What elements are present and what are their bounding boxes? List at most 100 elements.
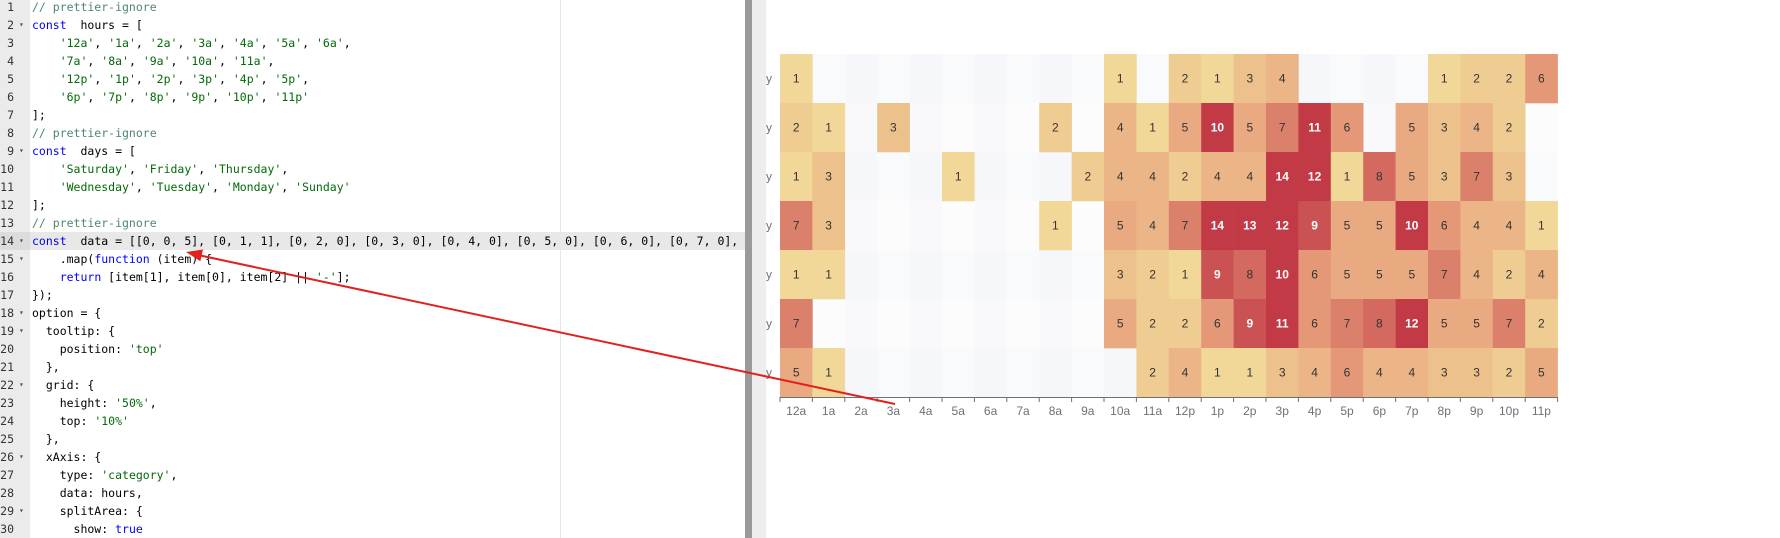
heatmap-cell[interactable] (1330, 250, 1364, 300)
heatmap-cell[interactable] (1233, 152, 1267, 202)
heatmap-chart[interactable]: 1 1 2 1 3 4 1 2 2 62 1 3 2 4 1 5 10 5 7 11 6 5 3 4 21 3 1 2 4 4 2 4 4 14 1… (766, 0, 1780, 538)
heatmap-cell[interactable] (942, 152, 975, 202)
heatmap-cell[interactable] (1201, 250, 1234, 300)
code-line[interactable]: 25 }, (0, 430, 745, 448)
code-editor[interactable]: 1// prettier-ignore 2 ▾ const hours = [3 '1… (0, 0, 745, 538)
code-line[interactable]: 19 ▾ tooltip: { (0, 322, 745, 340)
code-line[interactable]: 11 'Wednesday', 'Tuesday', 'Monday', 'Su… (0, 178, 745, 196)
heatmap-cell[interactable] (877, 103, 910, 153)
heatmap-cell[interactable] (1233, 201, 1267, 251)
heatmap-cell[interactable] (1363, 152, 1396, 202)
heatmap-cell[interactable] (1104, 103, 1137, 153)
code-line[interactable]: 23 height: '50%', (0, 394, 745, 412)
heatmap-cell[interactable] (1168, 201, 1202, 251)
code-line[interactable]: 26 ▾ xAxis: { (0, 448, 745, 466)
code-line[interactable]: 24 top: '10%' (0, 412, 745, 430)
heatmap-cell[interactable] (1428, 201, 1461, 251)
code-line[interactable]: 6 '6p', '7p', '8p', '9p', '10p', '11p' (0, 88, 745, 106)
code-line[interactable]: 21 }, (0, 358, 745, 376)
code-line[interactable]: 30 show: true (0, 520, 745, 538)
heatmap-cell[interactable] (1460, 299, 1494, 349)
panel-splitter[interactable] (745, 0, 752, 538)
heatmap-cell[interactable] (1298, 348, 1332, 398)
fold-arrow-icon[interactable]: ▾ (19, 308, 24, 317)
heatmap-cell[interactable] (1395, 348, 1429, 398)
heatmap-cell[interactable] (812, 103, 846, 153)
heatmap-cell[interactable] (780, 103, 813, 153)
heatmap-cell[interactable] (1168, 299, 1202, 349)
heatmap-cell[interactable] (1525, 201, 1558, 251)
fold-arrow-icon[interactable]: ▾ (19, 380, 24, 389)
heatmap-cell[interactable] (1168, 348, 1202, 398)
heatmap-cell[interactable] (812, 201, 846, 251)
heatmap-cell[interactable] (1168, 152, 1202, 202)
heatmap-cell[interactable] (1460, 250, 1494, 300)
heatmap-cell[interactable] (1136, 299, 1170, 349)
heatmap-cell[interactable] (1104, 299, 1137, 349)
heatmap-cell[interactable] (1071, 152, 1105, 202)
heatmap-cell[interactable] (1492, 348, 1526, 398)
heatmap-cell[interactable] (1395, 250, 1429, 300)
code-line[interactable]: 13 // prettier-ignore (0, 214, 745, 232)
heatmap-cell[interactable] (1233, 54, 1267, 104)
heatmap-cell[interactable] (1428, 152, 1461, 202)
heatmap-cell[interactable] (1168, 54, 1202, 104)
code-line[interactable]: 17}); (0, 286, 745, 304)
code-line[interactable]: 9 ▾ const days = [ (0, 142, 745, 160)
heatmap-cell[interactable] (1395, 152, 1429, 202)
code-line[interactable]: 2 ▾ const hours = [ (0, 16, 745, 34)
code-line[interactable]: 15 ▾ .map(function (item) { (0, 250, 745, 268)
heatmap-cell[interactable] (1525, 348, 1558, 398)
heatmap-cell[interactable] (1298, 250, 1332, 300)
heatmap-cell[interactable] (1330, 299, 1364, 349)
heatmap-cell[interactable] (1104, 201, 1137, 251)
heatmap-cell[interactable] (1266, 201, 1299, 251)
heatmap-cell[interactable] (1363, 348, 1396, 398)
heatmap-cell[interactable] (1136, 348, 1170, 398)
code-line[interactable]: 7]; (0, 106, 745, 124)
heatmap-cell[interactable] (1266, 103, 1299, 153)
fold-arrow-icon[interactable]: ▾ (19, 506, 24, 515)
heatmap-cell[interactable] (1492, 299, 1526, 349)
heatmap-cell[interactable] (1039, 201, 1072, 251)
heatmap-cell[interactable] (780, 152, 813, 202)
heatmap-cell[interactable] (1266, 299, 1299, 349)
heatmap-cell[interactable] (1266, 54, 1299, 104)
heatmap-cell[interactable] (1136, 152, 1170, 202)
heatmap-cell[interactable] (1298, 103, 1332, 153)
heatmap-cell[interactable] (1201, 54, 1234, 104)
heatmap-cell[interactable] (1266, 250, 1299, 300)
heatmap-cell[interactable] (1492, 201, 1526, 251)
heatmap-cell[interactable] (1428, 54, 1461, 104)
heatmap-cell[interactable] (1492, 103, 1526, 153)
heatmap-cell[interactable] (1168, 103, 1202, 153)
code-line[interactable]: 16 return [item[1], item[0], item[2] || … (0, 268, 745, 286)
heatmap-cell[interactable] (1104, 250, 1137, 300)
heatmap-cell[interactable] (1298, 299, 1332, 349)
heatmap-cell[interactable] (1395, 103, 1429, 153)
heatmap-cell[interactable] (1266, 348, 1299, 398)
code-line[interactable]: 22 ▾ grid: { (0, 376, 745, 394)
heatmap-cell[interactable] (1039, 103, 1072, 153)
heatmap-cell[interactable] (1233, 299, 1267, 349)
heatmap-cell[interactable] (1104, 54, 1137, 104)
heatmap-cell[interactable] (1492, 152, 1526, 202)
heatmap-cell[interactable] (1460, 54, 1494, 104)
heatmap-cell[interactable] (1233, 348, 1267, 398)
heatmap-cell[interactable] (1363, 201, 1396, 251)
heatmap-cell[interactable] (1428, 299, 1461, 349)
heatmap-cell[interactable] (1428, 250, 1461, 300)
heatmap-cell[interactable] (1460, 348, 1494, 398)
heatmap-cell[interactable] (1298, 152, 1332, 202)
heatmap-cell[interactable] (1233, 250, 1267, 300)
heatmap-cell[interactable] (1460, 201, 1494, 251)
heatmap-cell[interactable] (1363, 299, 1396, 349)
heatmap-cell[interactable] (1330, 348, 1364, 398)
code-line[interactable]: 12]; (0, 196, 745, 214)
code-line[interactable]: 28 data: hours, (0, 484, 745, 502)
code-line[interactable]: 4 '7a', '8a', '9a', '10a', '11a', (0, 52, 745, 70)
fold-arrow-icon[interactable]: ▾ (19, 452, 24, 461)
heatmap-cell[interactable] (1201, 152, 1234, 202)
heatmap-cell[interactable] (1201, 201, 1234, 251)
fold-arrow-icon[interactable]: ▾ (19, 20, 24, 29)
